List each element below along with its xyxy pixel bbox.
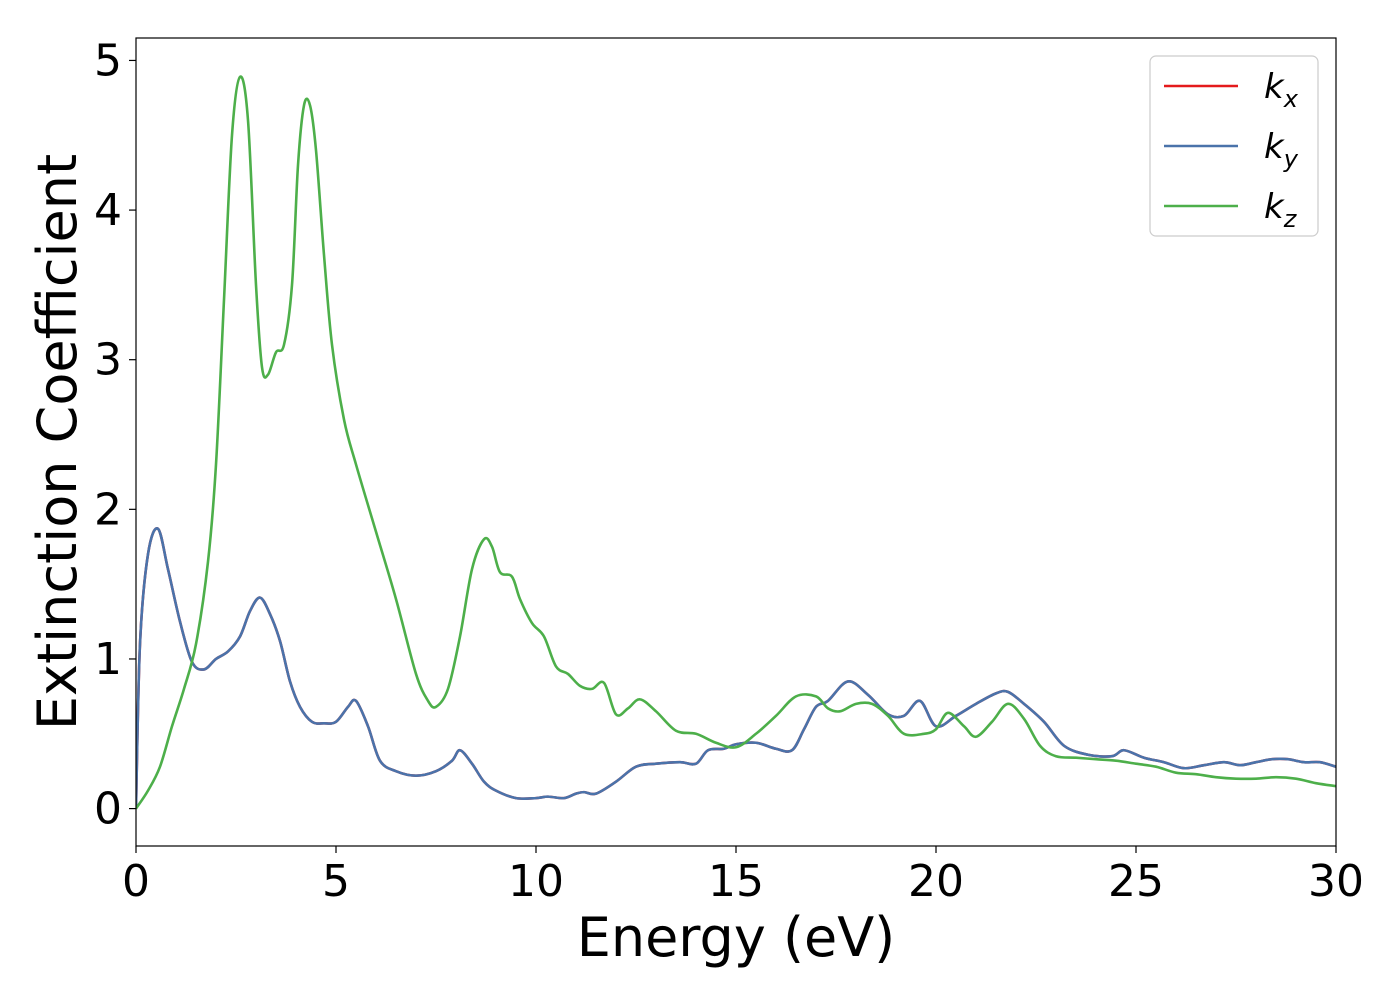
series-line-kz bbox=[136, 75, 1336, 810]
x-tick-label: 10 bbox=[508, 856, 564, 907]
y-tick-label: 2 bbox=[94, 484, 122, 535]
legend-entry-label: kz bbox=[1264, 187, 1298, 233]
plot-lines bbox=[136, 75, 1336, 810]
y-tick-label: 3 bbox=[94, 335, 122, 386]
x-tick-label: 30 bbox=[1308, 856, 1364, 907]
x-axis: 0 5 10 15 20 25 30 bbox=[122, 846, 1364, 907]
x-tick-label: 0 bbox=[122, 856, 150, 907]
legend-entry-label: kx bbox=[1264, 67, 1299, 113]
y-tick-label: 1 bbox=[94, 634, 122, 685]
legend-entry-label: ky bbox=[1264, 127, 1299, 173]
y-tick-label: 4 bbox=[94, 185, 122, 236]
x-axis-label: Energy (eV) bbox=[577, 906, 896, 969]
x-tick-label: 25 bbox=[1108, 856, 1164, 907]
y-tick-label: 0 bbox=[94, 784, 122, 835]
x-tick-label: 20 bbox=[908, 856, 964, 907]
x-tick-label: 5 bbox=[322, 856, 350, 907]
y-tick-label: 5 bbox=[94, 35, 122, 86]
series-line-ky bbox=[136, 527, 1336, 809]
x-tick-label: 15 bbox=[708, 856, 764, 907]
y-axis-label: Extinction Coefficient bbox=[26, 154, 89, 730]
legend: kx ky kz bbox=[1149, 55, 1319, 237]
y-axis: 0 1 2 3 4 5 bbox=[94, 35, 136, 835]
